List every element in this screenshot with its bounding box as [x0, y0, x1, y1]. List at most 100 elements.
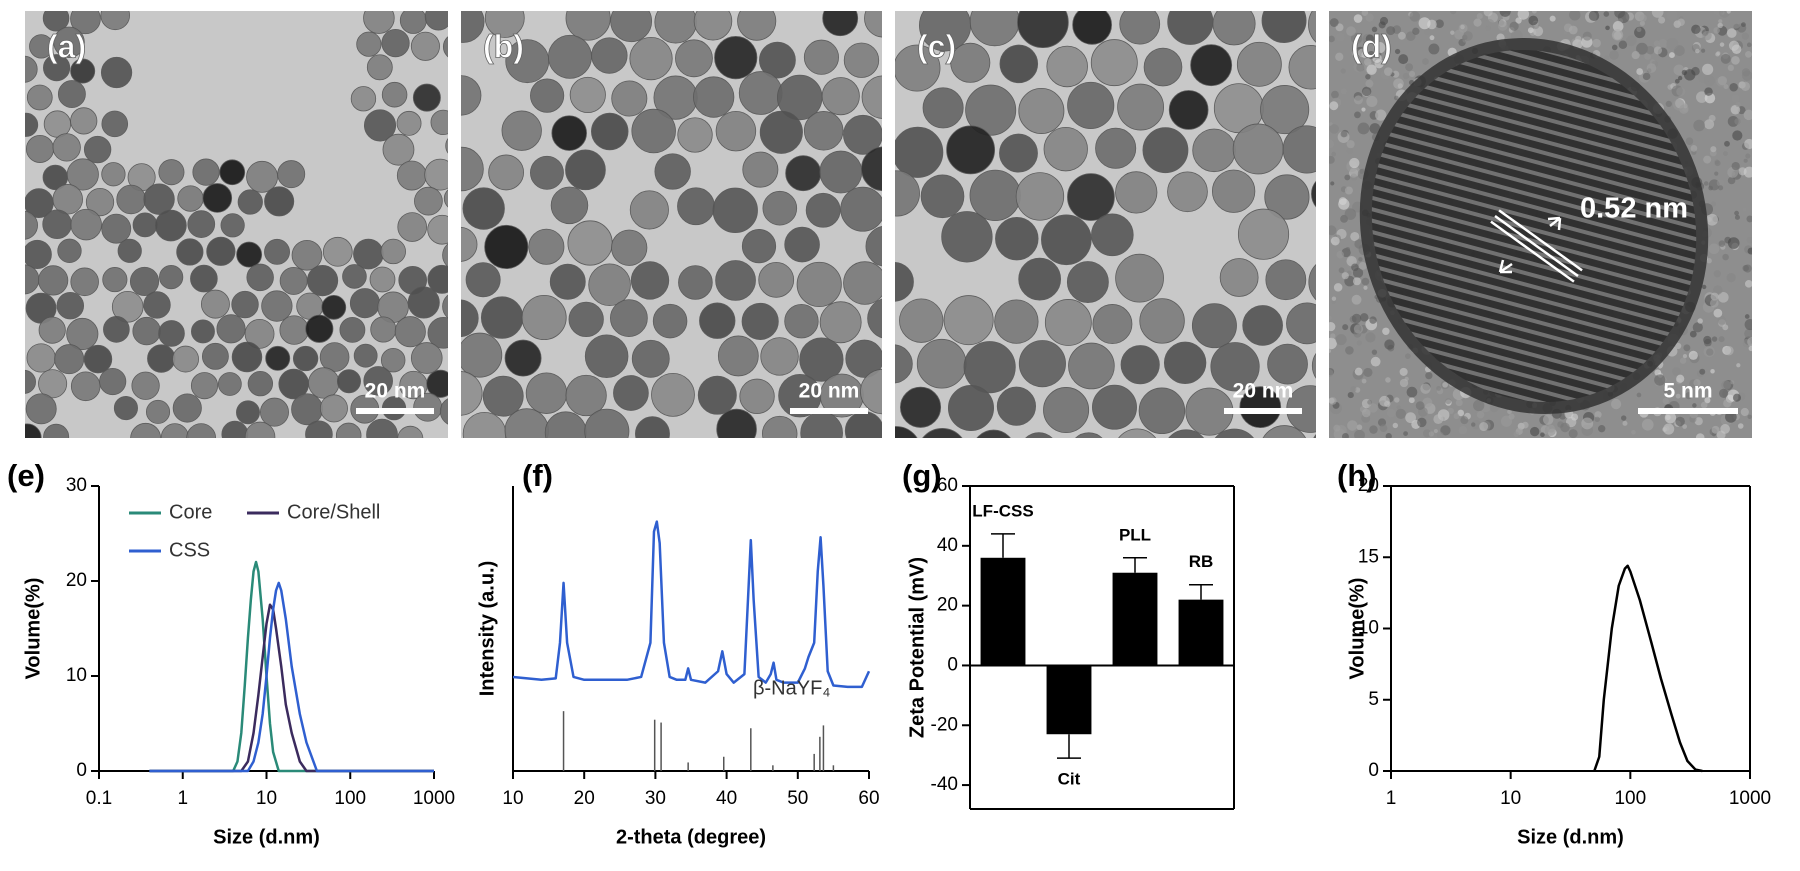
nanoparticle — [969, 169, 1021, 222]
nanoparticle — [70, 11, 101, 35]
noise — [1365, 79, 1374, 88]
nanoparticle — [1142, 127, 1189, 174]
noise — [1330, 236, 1340, 246]
nanoparticle — [867, 298, 882, 339]
nanoparticle — [843, 114, 882, 155]
noise — [1701, 284, 1707, 290]
nanoparticle — [25, 210, 38, 240]
noise — [1582, 31, 1592, 41]
nanoparticle — [101, 213, 132, 244]
noise — [1743, 264, 1752, 273]
noise — [1730, 171, 1736, 176]
noise — [1429, 35, 1435, 41]
noise — [1433, 428, 1438, 434]
nanoparticle — [397, 425, 424, 438]
y-tick-label: 0 — [76, 760, 87, 781]
noise — [1528, 15, 1539, 26]
nanoparticle — [822, 11, 859, 37]
noise — [1361, 277, 1370, 286]
y-tick-label: 10 — [1358, 618, 1379, 639]
nanoparticle — [424, 11, 448, 31]
nanoparticle — [461, 75, 482, 116]
noise — [1447, 407, 1454, 415]
noise — [1346, 26, 1356, 37]
nanoparticle — [366, 54, 393, 81]
nanoparticle — [652, 303, 688, 339]
nanoparticle — [715, 110, 757, 152]
nanoparticle — [1190, 44, 1233, 87]
noise — [1693, 379, 1701, 387]
nanoparticle — [200, 289, 230, 319]
noise — [1463, 31, 1473, 41]
noise — [1357, 122, 1370, 135]
noise — [1515, 17, 1522, 24]
noise — [1651, 11, 1664, 18]
noise — [1340, 68, 1346, 74]
x-axis-title: 2-theta (degree) — [616, 826, 766, 848]
noise — [1714, 160, 1721, 167]
nanoparticle — [237, 189, 263, 215]
nanoparticle — [1118, 428, 1157, 438]
noise — [1395, 408, 1406, 420]
noise — [1354, 367, 1363, 376]
nanoparticle — [1018, 87, 1065, 134]
noise — [1331, 90, 1339, 99]
nanoparticle — [699, 302, 736, 339]
noise — [1485, 18, 1495, 28]
noise — [1723, 84, 1729, 90]
x-tick-label: 40 — [716, 788, 737, 809]
nanoparticle — [548, 34, 592, 79]
nanoparticle — [717, 335, 759, 377]
x-tick-label: 1 — [1386, 788, 1397, 809]
noise — [1483, 11, 1493, 17]
y-tick-label: 15 — [1358, 546, 1379, 567]
arrow — [1498, 259, 1513, 274]
noise — [1513, 431, 1520, 438]
nanoparticle — [277, 160, 306, 189]
noise — [1341, 433, 1349, 438]
noise — [1499, 11, 1511, 17]
nanoparticle — [1044, 299, 1092, 346]
noise — [1329, 155, 1335, 164]
nanoparticle — [759, 41, 796, 79]
noise — [1618, 40, 1628, 49]
nanoparticle — [130, 422, 162, 438]
noise — [1357, 48, 1367, 58]
data-line — [149, 581, 434, 773]
noise — [1338, 197, 1347, 206]
noise — [1711, 425, 1720, 434]
noise — [1699, 368, 1706, 375]
nanoparticle — [480, 296, 524, 339]
noise — [1690, 144, 1698, 152]
panel-label: (g) — [902, 458, 942, 493]
nanoparticle — [264, 186, 295, 217]
nanoparticle — [70, 267, 99, 297]
noise — [1358, 262, 1367, 270]
noise — [1631, 51, 1640, 60]
nanoparticle — [1219, 258, 1259, 297]
noise — [1422, 429, 1432, 438]
nanoparticle — [445, 138, 448, 154]
nanoparticle — [54, 344, 85, 375]
nanoparticle — [922, 87, 964, 129]
nanoparticle — [25, 393, 57, 425]
nanoparticle — [530, 155, 564, 190]
noise — [1436, 431, 1444, 438]
nanoparticle — [85, 187, 115, 217]
nanoparticle — [895, 44, 941, 92]
nanoparticle — [116, 184, 146, 215]
noise — [1329, 322, 1336, 332]
nanoparticle — [1282, 125, 1316, 174]
noise — [1682, 424, 1687, 429]
noise — [1716, 179, 1725, 187]
tem-image — [1329, 11, 1752, 438]
noise — [1350, 231, 1360, 242]
noise — [1676, 87, 1686, 97]
y-tick-label: 20 — [937, 595, 958, 616]
noise — [1329, 101, 1339, 111]
nanoparticle — [66, 317, 99, 351]
noise — [1734, 214, 1740, 220]
noise — [1354, 429, 1365, 438]
noise — [1727, 176, 1736, 185]
x-axis-title: Size (d.nm) — [213, 826, 320, 848]
